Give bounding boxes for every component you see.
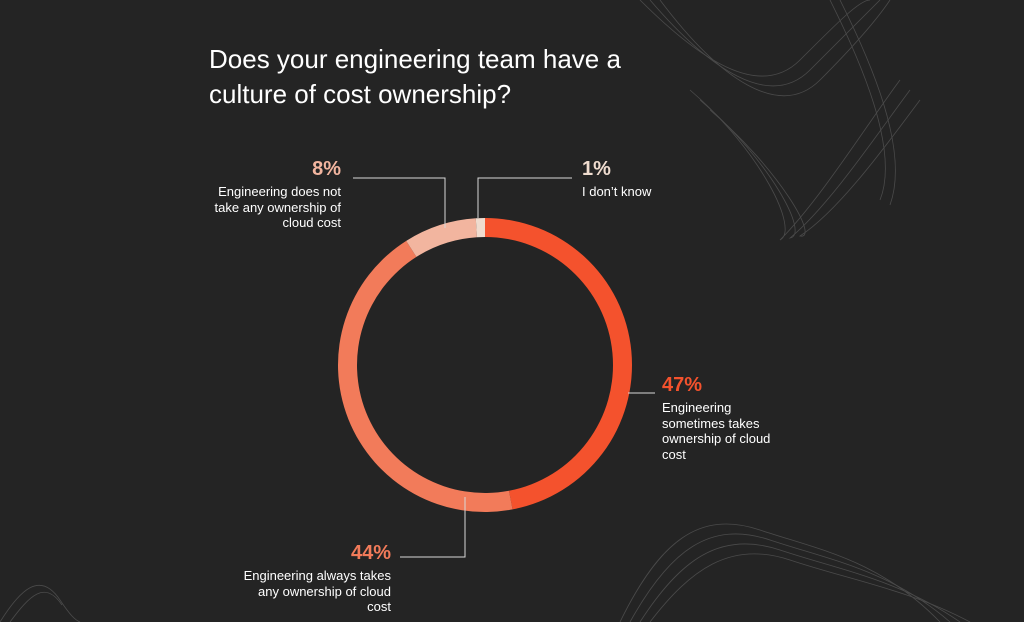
category-label: Engineering sometimes takes ownership of… [662, 400, 771, 462]
category-label: Engineering always takes any ownership o… [243, 568, 391, 614]
percent-label: 1% [582, 158, 611, 180]
donut-segment [406, 218, 477, 257]
donut-segment [475, 218, 485, 238]
decoration [0, 0, 971, 622]
percent-label: 47% [662, 374, 703, 396]
leader-line [353, 177, 446, 228]
donut-segment [485, 218, 633, 510]
chart-title: Does your engineering team have a cultur… [209, 44, 621, 109]
segment-label: 47% Engineering sometimes takes ownership… [662, 373, 782, 462]
leader-line [477, 177, 572, 218]
percent-label: 8% [312, 158, 341, 180]
category-label: Engineering does not take any ownership … [214, 184, 341, 230]
percent-label: 44% [350, 542, 391, 564]
category-label: I don’t know [582, 184, 652, 199]
segment-label: 1% I don’t know [582, 157, 702, 200]
donut-segment [337, 240, 513, 513]
segment-label: 44% Engineering always takes any ownershi… [241, 541, 391, 615]
segment-label: 8% Engineering does not take any ownershi… [191, 157, 341, 231]
leader-line [400, 497, 466, 558]
